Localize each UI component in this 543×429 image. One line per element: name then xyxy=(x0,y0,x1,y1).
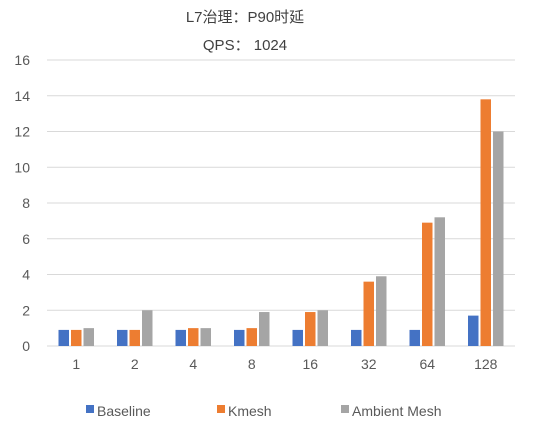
bar-ambient-mesh-32 xyxy=(376,276,387,346)
bar-baseline-8 xyxy=(234,329,245,346)
y-tick-label: 4 xyxy=(22,267,30,283)
bar-kmesh-16 xyxy=(305,312,316,346)
bar-ambient-mesh-8 xyxy=(259,312,270,346)
y-tick-label: 6 xyxy=(22,231,30,247)
y-tick-label: 8 xyxy=(22,195,30,211)
y-tick-label: 10 xyxy=(14,159,30,175)
y-tick-label: 0 xyxy=(22,338,30,354)
bar-ambient-mesh-1 xyxy=(83,328,94,346)
bar-kmesh-32 xyxy=(363,281,374,346)
bar-ambient-mesh-4 xyxy=(200,328,211,346)
y-tick-label: 14 xyxy=(14,88,30,104)
x-tick-label: 8 xyxy=(248,356,256,372)
x-tick-label: 16 xyxy=(302,356,318,372)
y-axis-ticks: 0 2 4 6 8 10 12 14 16 xyxy=(14,52,30,354)
legend-swatch xyxy=(341,405,349,413)
legend-swatch xyxy=(86,405,94,413)
x-tick-label: 64 xyxy=(419,356,435,372)
x-tick-label: 4 xyxy=(189,356,197,372)
x-tick-label: 32 xyxy=(361,356,377,372)
y-tick-label: 16 xyxy=(14,52,30,68)
bar-kmesh-2 xyxy=(129,329,140,346)
bar-ambient-mesh-2 xyxy=(142,310,153,346)
x-axis-ticks: 1 2 4 8 16 32 64 128 xyxy=(72,356,497,372)
bar-baseline-16 xyxy=(292,329,303,346)
gridlines xyxy=(47,59,515,347)
bar-ambient-mesh-128 xyxy=(493,131,504,346)
chart-title: L7治理：P90时延 xyxy=(186,9,304,26)
chart-subtitle: QPS： 1024 xyxy=(203,37,287,54)
bar-ambient-mesh-64 xyxy=(434,217,445,346)
bar-baseline-4 xyxy=(175,329,186,346)
legend-label: Kmesh xyxy=(228,403,272,419)
bar-kmesh-64 xyxy=(422,222,433,346)
y-tick-label: 2 xyxy=(22,302,30,318)
x-tick-label: 128 xyxy=(474,356,498,372)
x-tick-label: 1 xyxy=(72,356,80,372)
legend-label: Baseline xyxy=(97,403,151,419)
bar-baseline-2 xyxy=(117,329,128,346)
bars xyxy=(58,99,504,346)
bar-baseline-64 xyxy=(409,329,420,346)
bar-ambient-mesh-16 xyxy=(317,310,328,346)
x-tick-label: 2 xyxy=(131,356,139,372)
bar-kmesh-1 xyxy=(71,329,82,346)
bar-kmesh-4 xyxy=(188,328,199,346)
bar-kmesh-128 xyxy=(480,99,491,346)
bar-baseline-128 xyxy=(468,315,479,346)
y-tick-label: 12 xyxy=(14,124,30,140)
bar-kmesh-8 xyxy=(246,328,257,346)
legend-label: Ambient Mesh xyxy=(352,403,441,419)
legend: Baseline Kmesh Ambient Mesh xyxy=(86,403,441,419)
legend-swatch xyxy=(217,405,225,413)
bar-baseline-1 xyxy=(58,329,69,346)
bar-baseline-32 xyxy=(351,329,362,346)
